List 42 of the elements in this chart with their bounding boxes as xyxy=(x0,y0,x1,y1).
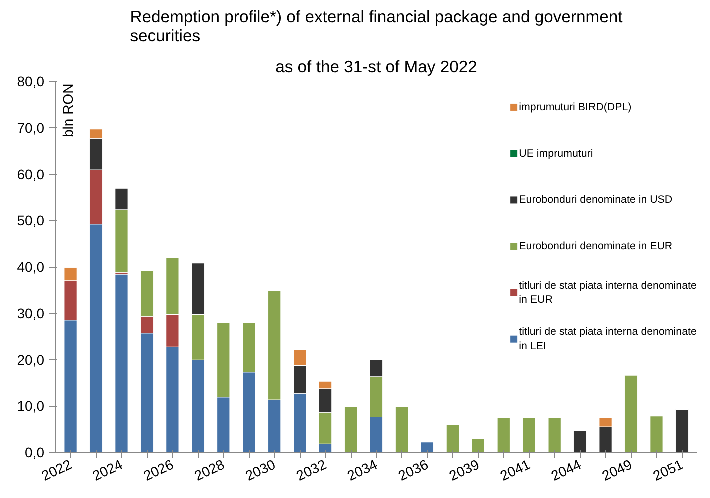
bar xyxy=(446,424,460,452)
x-tick-label: 2036 xyxy=(396,456,432,484)
bar xyxy=(395,406,409,452)
legend-label: Eurobonduri denominate in USD xyxy=(519,194,673,206)
bar xyxy=(420,442,434,452)
legend-label: titluri de stat piata interna denominate in LEI xyxy=(519,326,697,353)
y-tick-label: 40,0 xyxy=(17,259,45,275)
y-tick-label: 50,0 xyxy=(17,212,45,229)
legend-label: UE imprumuturi xyxy=(519,148,594,160)
x-tick-label: 2051 xyxy=(650,456,686,484)
x-tick-label: 2044 xyxy=(548,456,584,484)
chart-subtitle: as of the 31-st of May 2022 xyxy=(276,58,478,76)
y-tick-label: 80,0 xyxy=(17,74,45,90)
x-tick-label: 2041 xyxy=(498,456,533,484)
y-tick-label: 60,0 xyxy=(17,166,45,182)
y-tick-label: 0,0 xyxy=(25,444,45,460)
bar xyxy=(650,416,664,452)
x-tick-label: 2028 xyxy=(192,456,228,484)
bar xyxy=(497,418,511,452)
y-tick-label: 10,0 xyxy=(17,398,45,414)
bar xyxy=(522,418,536,452)
bar xyxy=(472,438,486,452)
legend-label: titluri de stat piata interna denominate in EUR xyxy=(519,280,697,306)
legend-label: imprumuturi BIRD(DPL) xyxy=(519,101,632,114)
y-tick-label: 20,0 xyxy=(17,352,45,368)
bar xyxy=(624,375,638,452)
x-tick-label: 2049 xyxy=(600,456,635,484)
bar xyxy=(574,430,587,452)
legend-label: Eurobonduri denominate in EUR xyxy=(519,240,673,253)
x-tick-label: 2026 xyxy=(141,456,176,484)
y-tick-label: 70,0 xyxy=(17,120,45,136)
y-axis-title: bln RON xyxy=(60,84,76,138)
bar xyxy=(344,406,358,452)
bar xyxy=(548,418,562,452)
y-tick-label: 30,0 xyxy=(17,305,45,322)
x-tick-label: 2034 xyxy=(344,456,380,484)
x-tick-label: 2039 xyxy=(446,456,482,484)
bar xyxy=(676,410,689,452)
chart-title: Redemption profile*) of external financial package and government securities xyxy=(130,8,624,46)
x-tick-label: 2024 xyxy=(90,456,126,484)
x-tick-label: 2030 xyxy=(242,456,278,484)
x-tick-label: 2032 xyxy=(294,456,330,484)
